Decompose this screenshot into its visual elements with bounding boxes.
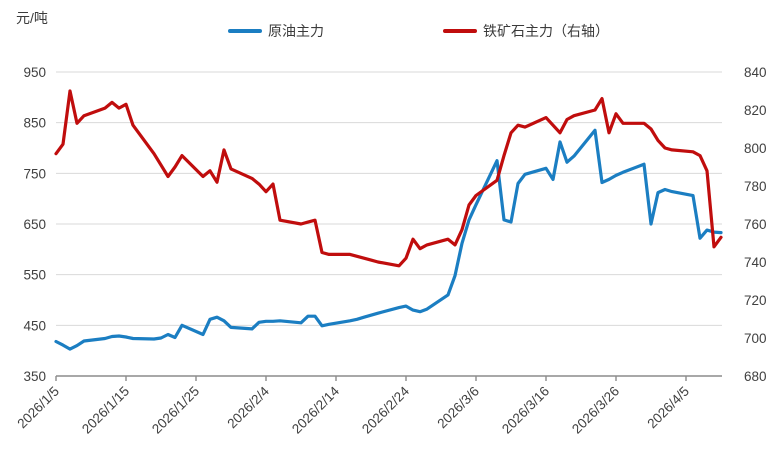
legend-label-crude-oil: 原油主力 [268, 23, 324, 39]
y-axis-right-label: 800 [744, 141, 767, 156]
y-axis-left-label: 950 [23, 65, 46, 80]
y-axis-unit-label: 元/吨 [16, 10, 48, 26]
x-axis-label: 2026/1/5 [14, 384, 62, 432]
x-axis-label: 2026/1/15 [79, 384, 132, 437]
x-axis-label: 2026/2/4 [224, 383, 272, 431]
y-axis-right-label: 680 [744, 369, 767, 384]
series-line-iron-ore [54, 89, 723, 268]
x-axis-label: 2026/3/6 [434, 384, 482, 432]
y-axis-left-label: 650 [23, 217, 46, 232]
y-axis-right-label: 760 [744, 217, 767, 232]
legend-item-crude-oil[interactable]: 原油主力 [228, 22, 324, 40]
y-axis-right-label: 780 [744, 179, 767, 194]
y-axis-left-label: 450 [23, 318, 46, 333]
x-axis-label: 2026/3/16 [499, 384, 552, 437]
iron-ore-line-swatch-icon [443, 29, 477, 33]
y-axis-right-label: 740 [744, 255, 767, 270]
legend-label-iron-ore: 铁矿石主力（右轴） [483, 23, 609, 39]
y-axis-right-label: 840 [744, 65, 767, 80]
x-axis-label: 2026/3/26 [569, 384, 622, 437]
crude-oil-line-swatch-icon [228, 29, 262, 33]
y-axis-left-label: 550 [23, 268, 46, 283]
x-axis-label: 2026/2/24 [359, 383, 412, 436]
x-axis-label: 2026/1/25 [149, 384, 202, 437]
y-axis-right-label: 820 [744, 103, 767, 118]
y-axis-right-label: 720 [744, 293, 767, 308]
y-axis-left-label: 850 [23, 116, 46, 131]
x-axis-label: 2026/4/5 [644, 384, 692, 432]
x-axis-label: 2026/2/14 [289, 383, 342, 436]
legend-item-iron-ore[interactable]: 铁矿石主力（右轴） [443, 22, 609, 40]
series-line-crude-oil [54, 128, 723, 351]
y-axis-left-label: 350 [23, 369, 46, 384]
y-axis-right-label: 700 [744, 331, 767, 346]
y-axis-left-label: 750 [23, 166, 46, 181]
